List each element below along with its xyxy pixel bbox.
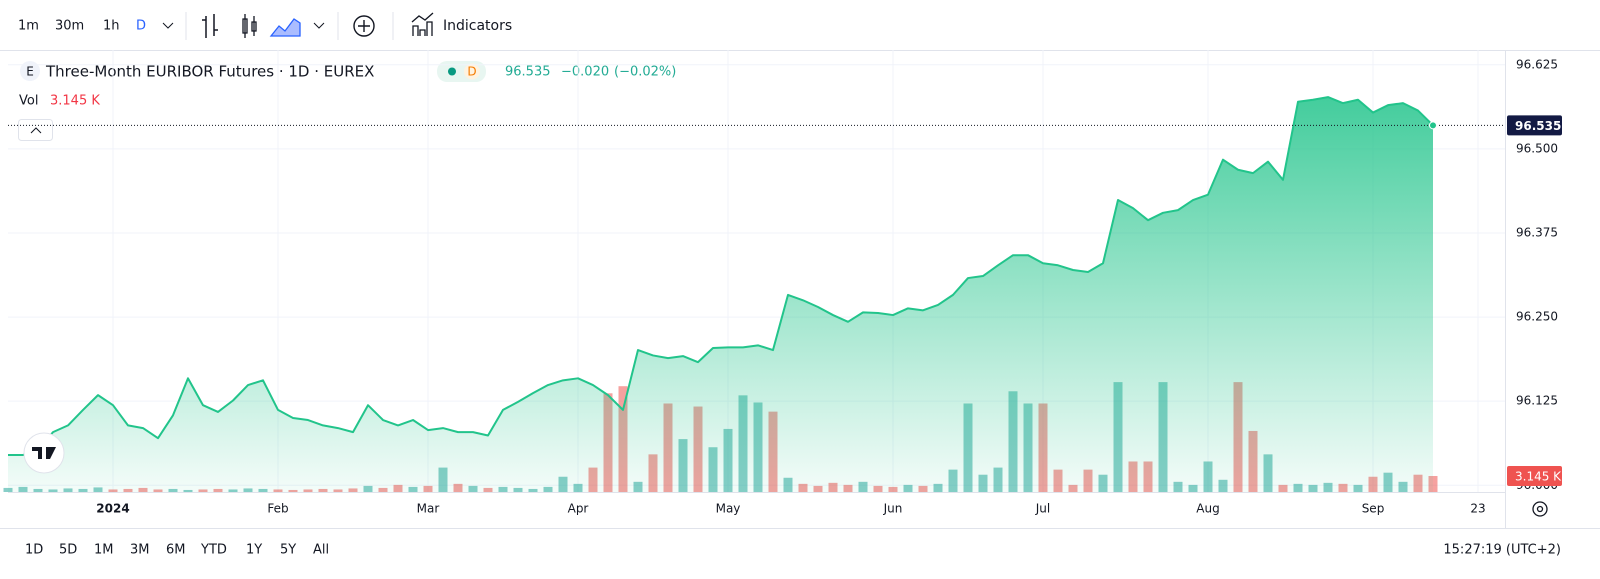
footer: 15:27:19 (UTC+2) 1D 5D 1M 3M 6M YTD 1Y 5Y All: [25, 543, 1561, 558]
toolbar: 1m 30m 1h D Indicators: [18, 12, 512, 40]
x-tick-label: 2024: [96, 502, 129, 516]
y-tick-label: 96.125: [1516, 394, 1558, 408]
symbol-icon: E: [26, 65, 34, 79]
last-point: [1429, 121, 1437, 130]
x-tick-label: Feb: [267, 502, 288, 516]
logo: [32, 447, 56, 459]
x-tick-label: 23: [1470, 502, 1485, 516]
symbol-title: Three-Month EURIBOR Futures · 1D · EUREX: [45, 63, 374, 81]
dropdown-icon[interactable]: [313, 22, 325, 29]
range-button[interactable]: 5Y: [280, 543, 296, 558]
volume-last-box: [1507, 466, 1562, 487]
interval-button[interactable]: 1h: [103, 19, 120, 34]
dropdown-icon[interactable]: [162, 22, 174, 29]
area-icon[interactable]: [269, 18, 301, 37]
candles-icon[interactable]: [242, 14, 257, 38]
range-button[interactable]: 1M: [94, 543, 114, 558]
x-tick-label: May: [716, 502, 741, 516]
clock: 15:27:19 (UTC+2): [1443, 543, 1561, 558]
collapse-icon: [30, 127, 42, 134]
badge-bg: [464, 63, 480, 80]
interval-button[interactable]: 1m: [18, 19, 39, 34]
legend: E Three-Month EURIBOR Futures · 1D · EUR…: [18, 61, 676, 141]
last-price-label: 96.535: [1515, 119, 1561, 133]
range-button[interactable]: 1Y: [246, 543, 262, 558]
range-button[interactable]: 1D: [25, 543, 43, 558]
x-tick-label: Mar: [417, 502, 440, 516]
range-button[interactable]: 6M: [166, 543, 186, 558]
y-tick-label: 96.625: [1516, 57, 1558, 71]
price-line: [8, 96, 1434, 456]
settings-icon[interactable]: [1532, 501, 1548, 517]
status-dot: [448, 67, 456, 76]
x-tick-label: Jul: [1035, 502, 1050, 516]
compare-icon-plus: [358, 20, 370, 32]
volume-legend-value: 3.145 K: [50, 94, 100, 109]
indicators-button[interactable]: Indicators: [443, 18, 512, 34]
y-tick-label: 96.250: [1516, 310, 1558, 324]
x-tick-label: Jun: [883, 502, 903, 516]
x-tick-label: Aug: [1196, 502, 1219, 516]
x-tick-label: Sep: [1362, 502, 1385, 516]
collapse-button[interactable]: [18, 119, 53, 141]
compare-icon[interactable]: [353, 15, 375, 37]
volume-legend-name: Vol: [19, 94, 38, 109]
y-tick-label: 96.375: [1516, 225, 1558, 239]
legend-change-pct: (−0.02%): [614, 65, 676, 80]
indicators-icon[interactable]: [411, 12, 434, 36]
interval-button[interactable]: 30m: [55, 19, 84, 34]
volume-last-label: 3.145 K: [1515, 470, 1562, 484]
interval-button[interactable]: D: [136, 19, 146, 34]
range-button[interactable]: YTD: [200, 543, 227, 558]
badge: D: [467, 65, 476, 79]
range-button[interactable]: All: [313, 543, 329, 558]
logo-badge[interactable]: [23, 432, 65, 474]
range-button[interactable]: 3M: [130, 543, 150, 558]
plot: 96.00096.12596.25096.37596.50096.6252024…: [3, 50, 1562, 516]
legend-change: −0.020: [561, 65, 609, 80]
symbol-icon-bg: [20, 61, 40, 81]
range-button[interactable]: 5D: [59, 543, 77, 558]
legend-last-price: 96.535: [505, 65, 551, 80]
last-price-box: [1507, 115, 1562, 136]
y-tick-label: 96.500: [1516, 141, 1558, 155]
bars-icon[interactable]: [202, 14, 218, 38]
x-tick-label: Apr: [568, 502, 589, 516]
settings-icon-center: [1536, 505, 1544, 513]
area-fill: [8, 97, 1433, 493]
